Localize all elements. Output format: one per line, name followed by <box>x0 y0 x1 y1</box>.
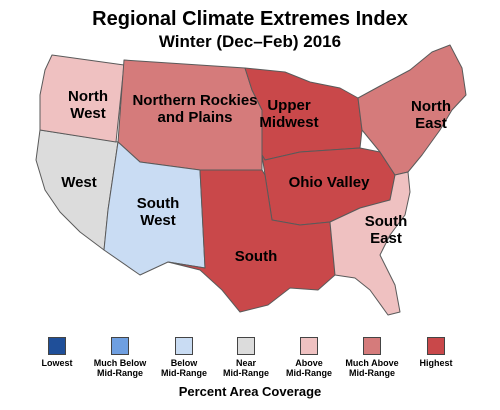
legend-label-above: Above Mid-Range <box>286 358 332 378</box>
label-south: South <box>235 248 278 265</box>
region-southeast <box>329 171 411 316</box>
legend-label-highest: Highest <box>419 358 453 368</box>
legend-swatch-much-below <box>111 337 129 355</box>
label-ohio-valley: Ohio Valley <box>289 174 371 191</box>
legend-swatch-near <box>237 337 255 355</box>
label-upper-midwest: Upper Midwest <box>259 97 318 131</box>
legend-label-near: Near Mid-Range <box>223 358 269 378</box>
legend-swatch-above <box>300 337 318 355</box>
map-title: Regional Climate Extremes Index <box>92 8 408 30</box>
map-subtitle: Winter (Dec–Feb) 2016 <box>158 32 342 51</box>
label-southwest: South West <box>137 195 180 229</box>
legend-swatch-lowest <box>48 337 66 355</box>
legend-title: Percent Area Coverage <box>178 384 322 399</box>
legend-label-lowest: Lowest <box>41 358 73 368</box>
label-southeast: South East <box>365 213 408 247</box>
region-northeast <box>357 44 467 176</box>
label-northwest: North West <box>68 88 108 122</box>
legend-swatch-much-above <box>363 337 381 355</box>
legend-swatch-below <box>175 337 193 355</box>
label-west: West <box>61 174 97 191</box>
label-northern-rockies: Northern Rockies and Plains <box>132 92 257 126</box>
region-south <box>167 169 336 313</box>
legend-label-much-below: Much Below Mid-Range <box>93 358 147 378</box>
legend-label-below: Below Mid-Range <box>161 358 207 378</box>
legend-label-much-above: Much Above Mid-Range <box>345 358 399 378</box>
label-northeast: North East <box>411 98 451 132</box>
legend-swatch-highest <box>427 337 445 355</box>
